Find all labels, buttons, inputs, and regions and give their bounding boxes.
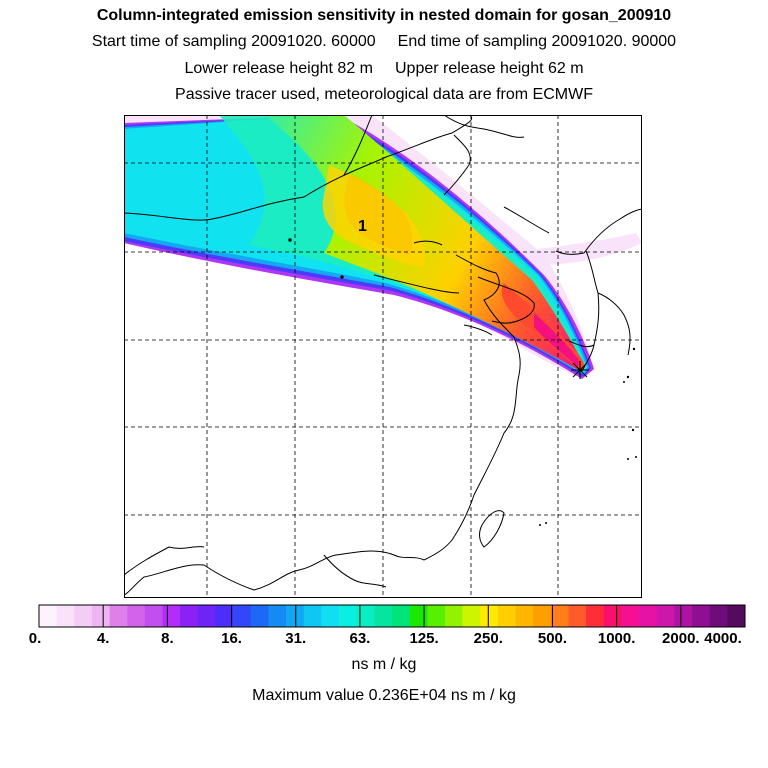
colorbar-cell — [444, 605, 463, 627]
release-heights: Lower release height 82 m Upper release h… — [0, 60, 768, 78]
colorbar-cell — [268, 605, 287, 627]
colorbar-tick-label: 250. — [473, 630, 503, 647]
colorbar-cell — [533, 605, 552, 627]
colorbar-cell — [339, 605, 357, 627]
colorbar-cell — [515, 605, 534, 627]
colorbar-tick-label: 4000. — [704, 630, 742, 647]
grid — [124, 115, 642, 598]
colorbar-tick-label: 0. — [28, 630, 42, 647]
colorbar-tick-label: 63. — [349, 630, 371, 647]
colorbar-cell — [409, 605, 428, 627]
lower-release-label: Lower release height 82 m — [184, 60, 373, 77]
colorbar-cell — [497, 605, 516, 627]
city-marker — [288, 238, 292, 242]
coastlines — [124, 115, 642, 596]
map-frame — [124, 115, 642, 598]
colorbar-cell — [39, 605, 57, 627]
colorbar-cell — [250, 605, 269, 627]
colorbar-cell — [91, 605, 110, 627]
colorbar-cell — [356, 605, 375, 627]
end-time-label: End time of sampling 20091020. 90000 — [397, 33, 677, 50]
city-marker — [340, 275, 344, 279]
sensitivity-map: 1 — [124, 115, 642, 598]
colorbar-cell — [374, 605, 393, 627]
sampling-times: Start time of sampling 20091020. 60000 En… — [0, 33, 768, 51]
colorbar-cell — [727, 605, 746, 627]
colorbar-cell — [180, 605, 199, 627]
colorbar-cell — [392, 605, 410, 627]
colorbar-cell — [427, 605, 446, 627]
colorbar-tick-label: 1000. — [597, 630, 636, 647]
chart-title: Column-integrated emission sensitivity i… — [96, 7, 672, 24]
islands — [288, 238, 637, 526]
colorbar-cell — [162, 605, 181, 627]
colorbar-cell — [550, 605, 569, 627]
colorbar-tick-label: 125. — [409, 630, 439, 647]
colorbar-cell — [568, 605, 587, 627]
colorbar-cell — [656, 605, 675, 627]
release-site-marker — [571, 361, 589, 379]
colorbar-cell — [692, 605, 710, 627]
colorbar-cell — [74, 605, 93, 627]
colorbar-cell — [144, 605, 163, 627]
colorbar-cell — [286, 605, 305, 627]
start-time-label: Start time of sampling 20091020. 60000 — [91, 33, 376, 50]
colorbar-cell — [109, 605, 128, 627]
plume — [124, 115, 642, 379]
colorbar-cell — [215, 605, 234, 627]
colorbar-cell — [197, 605, 216, 627]
colorbar-cell — [233, 605, 252, 627]
upper-release-label: Upper release height 62 m — [395, 60, 584, 77]
colorbar-cell — [709, 605, 728, 627]
colorbar-tick-label: 2000. — [662, 630, 700, 647]
colorbar-cell — [586, 605, 605, 627]
colorbar-tick-label: 4. — [96, 630, 110, 647]
colorbar-tick-label: 8. — [161, 630, 174, 647]
colorbar-cell — [621, 605, 640, 627]
colorbar — [38, 604, 746, 628]
colorbar-cell — [56, 605, 75, 627]
colorbar-cell — [462, 605, 481, 627]
maximum-value-text: Maximum value 0.236E+04 ns m / kg — [252, 687, 516, 704]
colorbar-cell — [603, 605, 622, 627]
colorbar-unit: ns m / kg — [351, 656, 417, 673]
colorbar-cell — [480, 605, 499, 627]
colorbar-cell — [303, 605, 322, 627]
colorbar-cell — [674, 605, 693, 627]
release-number-label: 1 — [358, 218, 367, 235]
colorbar-tick-label: 16. — [221, 630, 242, 647]
colorbar-cell — [321, 605, 340, 627]
colorbar-cell — [127, 605, 146, 627]
tracer-note: Passive tracer used, meteorological data… — [175, 86, 593, 103]
colorbar-cell — [639, 605, 658, 627]
colorbar-tick-label: 500. — [537, 630, 568, 647]
colorbar-tick-label: 31. — [285, 630, 307, 647]
colorbar-frame — [38, 604, 746, 628]
